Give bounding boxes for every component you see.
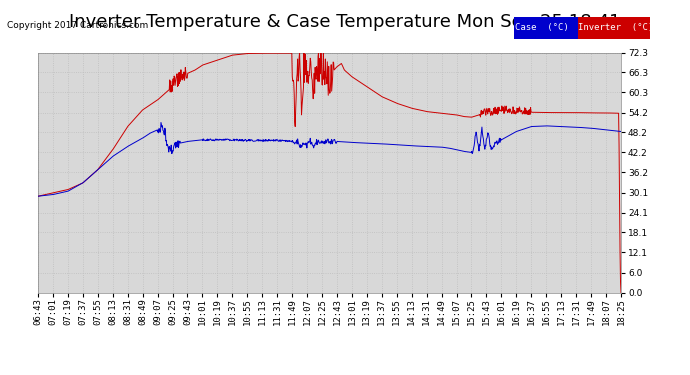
Text: Inverter Temperature & Case Temperature Mon Sep 25 18:41: Inverter Temperature & Case Temperature … [69, 13, 621, 31]
Text: Case  (°C): Case (°C) [515, 23, 569, 32]
Text: Inverter  (°C): Inverter (°C) [578, 23, 653, 32]
Text: Copyright 2017 Cartronics.com: Copyright 2017 Cartronics.com [7, 21, 148, 30]
